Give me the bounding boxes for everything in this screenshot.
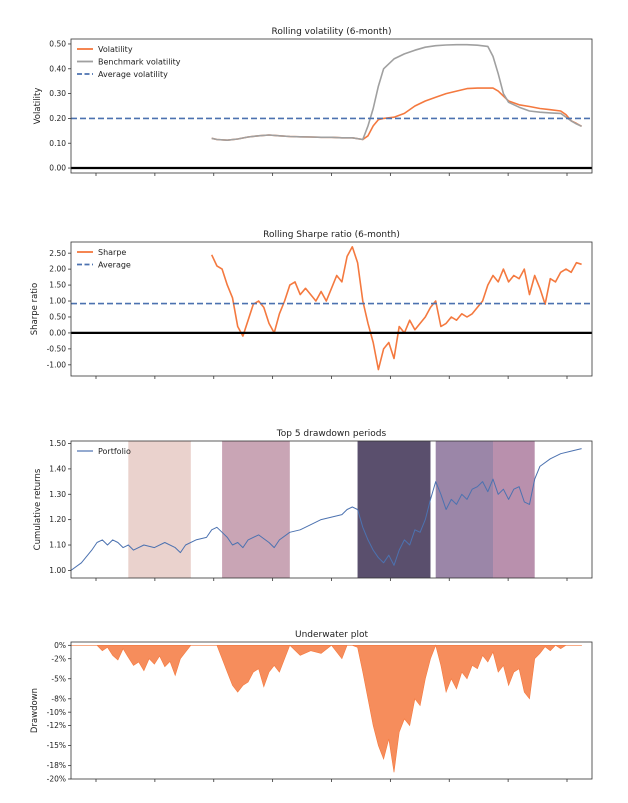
- y-tick-label: 0.10: [49, 139, 66, 148]
- y-tick-label: 1.20: [49, 515, 66, 524]
- y-tick-label: 1.10: [49, 541, 66, 550]
- legend-label: Portfolio: [98, 447, 131, 456]
- y-tick-label: -10%: [47, 708, 66, 717]
- y-tick-label: -0.50: [47, 344, 67, 353]
- y-axis-label: Volatility: [33, 88, 43, 125]
- y-tick-label: -2%: [51, 654, 66, 663]
- y-tick-label: 0.50: [49, 40, 66, 49]
- legend-label: Sharpe: [98, 248, 126, 257]
- y-tick-label: 2.50: [49, 249, 66, 258]
- y-tick-label: 2.00: [49, 265, 66, 274]
- chart-drawdowns: 1.00 1.10 1.20 1.30 1.40 1.50 Top 5 drawdown p…: [33, 429, 593, 581]
- y-tick-label: 0.00: [49, 164, 66, 173]
- series-sharpe-line: [210, 246, 582, 371]
- y-tick-label: 1.00: [49, 566, 66, 575]
- y-tick-label: 1.00: [49, 297, 66, 306]
- y-tick-label: 0.00: [49, 329, 66, 338]
- y-tick-label: 0%: [54, 641, 66, 650]
- y-tick-label: -5%: [51, 674, 66, 683]
- y-tick-label: -8%: [51, 694, 66, 703]
- drawdown-period-5: [493, 441, 535, 578]
- y-tick-label: -1.00: [47, 360, 67, 369]
- y-axis-label: Sharpe ratio: [30, 283, 40, 335]
- y-tick-label: 0.50: [49, 313, 66, 322]
- y-tick-label: 0.40: [49, 64, 66, 73]
- plot-area: [71, 246, 592, 371]
- chart-title: Top 5 drawdown periods: [276, 429, 387, 439]
- y-tick-label: 1.50: [49, 439, 66, 448]
- y-axis-label: Cumulative returns: [33, 468, 43, 550]
- chart-title: Rolling Sharpe ratio (6-month): [263, 230, 400, 240]
- y-tick-label: 1.40: [49, 465, 66, 474]
- plot-area: [71, 644, 582, 773]
- y-tick-label: -20%: [47, 775, 66, 784]
- drawdown-period-4: [435, 441, 494, 578]
- y-tick-label: -18%: [47, 761, 66, 770]
- y-tick-label: -12%: [47, 721, 66, 730]
- drawdown-period-2: [222, 441, 290, 578]
- legend: Volatility Benchmark volatility Average vo…: [77, 45, 181, 79]
- chart-title: Underwater plot: [295, 630, 368, 640]
- y-tick-label: 1.50: [49, 281, 66, 290]
- legend-label: Average volatility: [98, 70, 168, 79]
- chart-title: Rolling volatility (6-month): [272, 27, 392, 37]
- plot-area: [71, 441, 582, 578]
- legend-label: Volatility: [98, 45, 133, 54]
- legend: Portfolio: [77, 447, 131, 456]
- y-tick-label: -15%: [47, 741, 66, 750]
- legend: Sharpe Average: [77, 248, 131, 270]
- drawdown-period-3: [357, 441, 431, 578]
- chart-volatility: 0.00 0.10 0.20 0.30 0.40 0.50 Rolling volatili…: [33, 27, 593, 176]
- series-portfolio-line: [71, 448, 582, 571]
- series-0-area: [71, 644, 582, 773]
- y-tick-label: 1.30: [49, 490, 66, 499]
- chart-underwater: 0% -2% -5% -8% -10% -12% -15% -18% -20% Underwate…: [30, 630, 593, 784]
- legend-label: Average: [98, 261, 131, 270]
- y-axis-label: Drawdown: [30, 688, 40, 733]
- plot-frame: [70, 241, 593, 377]
- drawdown-period-1: [128, 441, 191, 578]
- legend-label: Benchmark volatility: [98, 58, 181, 67]
- series-benchmark-volatility-line: [211, 43, 582, 141]
- series-volatility-line: [211, 87, 582, 141]
- plot-area: [71, 43, 592, 170]
- y-tick-label: 0.30: [49, 89, 66, 98]
- y-tick-label: 0.20: [49, 114, 66, 123]
- chart-sharpe: -1.00 -0.50 0.00 0.50 1.00 1.50 2.00 2.50 Rollin…: [30, 230, 593, 379]
